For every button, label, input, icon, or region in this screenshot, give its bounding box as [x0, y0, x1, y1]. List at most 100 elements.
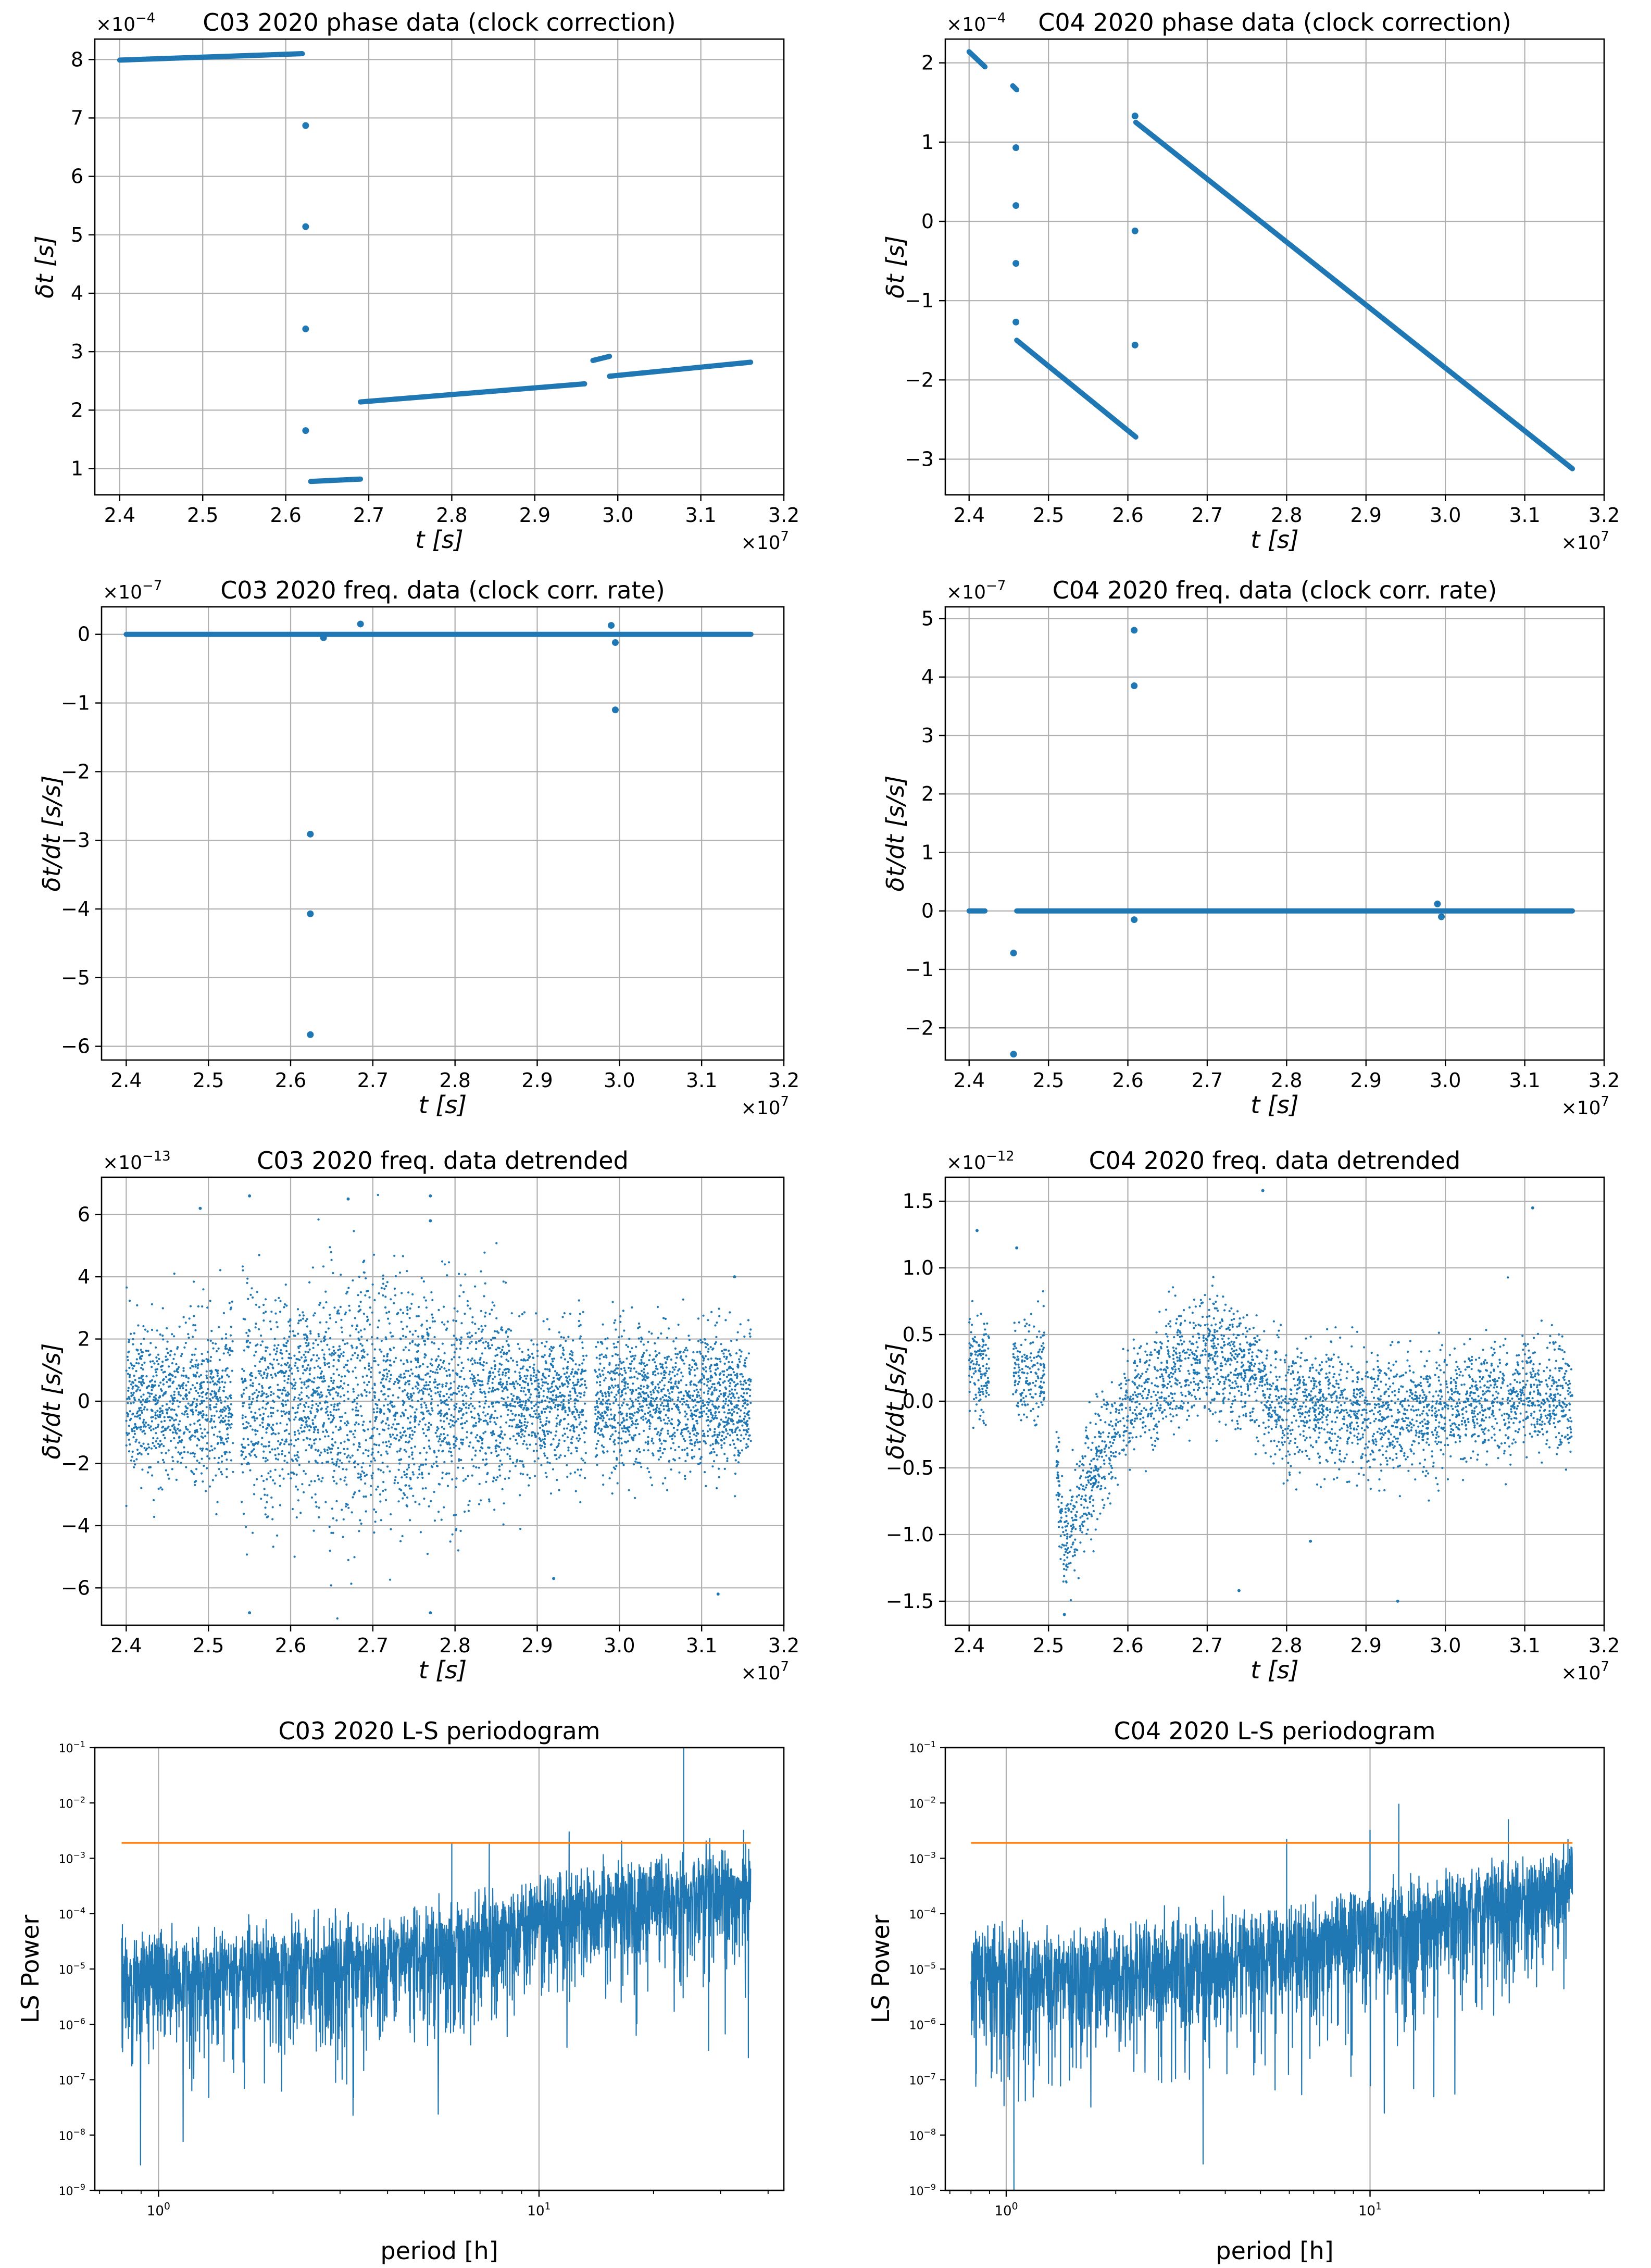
chart-title: C03 2020 phase data (clock correction) [203, 8, 676, 36]
chart-c04-phase: 2.4 2.5 2.6 2.7 2.8 2.9 3.0 3.1 3.2 −3 −2 −1 0 1 2 C04 … [881, 8, 1620, 554]
y-offset-label: ×10−12 [946, 1149, 1015, 1174]
y-tick-label: 3 [921, 724, 934, 747]
y-tick-label: 2 [78, 1328, 90, 1351]
x-tick-label: 100 [994, 2201, 1018, 2219]
x-offset-label: ×107 [741, 1094, 789, 1119]
x-axis-label: t [s] [419, 1091, 467, 1119]
y-tick-label: 10−4 [909, 1905, 936, 1922]
data-point [1309, 1539, 1312, 1543]
x-tick-label: 2.4 [954, 504, 985, 527]
chart-title: C03 2020 L-S periodogram [279, 1717, 601, 1745]
data-point [1012, 260, 1020, 267]
data-point [1396, 1599, 1399, 1603]
series-segment-3 [1014, 338, 1139, 440]
x-tick-label: 2.6 [270, 504, 301, 527]
x-tick-label: 3.0 [604, 1069, 635, 1092]
x-axis-label: t [s] [419, 1656, 467, 1684]
x-tick-label: 2.5 [193, 1069, 224, 1092]
y-tick-label: −1 [905, 958, 934, 981]
y-tick-label: 10−4 [59, 1905, 85, 1922]
data [966, 627, 1575, 1058]
x-tick-label: 2.7 [357, 1069, 389, 1092]
x-tick-label: 2.7 [353, 504, 384, 527]
x-tick-label: 2.5 [1033, 1634, 1064, 1657]
y-tick-label: −5 [61, 966, 90, 989]
x-tick-label: 2.9 [1350, 1634, 1382, 1657]
data-point [302, 325, 309, 332]
data-point [733, 1275, 736, 1279]
y-tick-label: 10−6 [59, 2016, 85, 2032]
x-tick-label: 2.7 [1192, 504, 1223, 527]
chart-title: C04 2020 phase data (clock correction) [1038, 8, 1511, 36]
y-tick-label: −3 [61, 829, 90, 852]
y-tick-label: 5 [71, 223, 83, 246]
data-point [1131, 627, 1138, 634]
y-tick-label: −2 [905, 1016, 934, 1039]
x-tick-label: 101 [527, 2201, 551, 2219]
x-tick-label: 3.1 [686, 1069, 717, 1092]
x-tick-label: 3.1 [1509, 504, 1540, 527]
y-tick-label: −2 [61, 760, 90, 783]
grid [95, 39, 785, 495]
x-tick-label: 2.6 [275, 1634, 306, 1657]
data [125, 1193, 752, 1620]
y-tick-label: 4 [921, 666, 934, 689]
y-tick-label: −2 [905, 368, 934, 391]
ticks: 2.4 2.5 2.6 2.7 2.8 2.9 3.0 3.1 3.2 −6 −4 −2 0 2 4 6 [61, 1203, 799, 1657]
x-tick-label: 2.8 [1271, 504, 1302, 527]
chart-title: C04 2020 freq. data detrended [1089, 1147, 1461, 1175]
x-tick-label: 3.1 [1509, 1069, 1540, 1092]
chart-title: C03 2020 freq. data detrended [257, 1147, 629, 1175]
y-tick-label: −1 [61, 692, 90, 715]
data-point [1012, 144, 1020, 151]
y-tick-label: 10−3 [909, 1850, 936, 1866]
x-axis-label: t [s] [1250, 1656, 1299, 1684]
plot-area [95, 39, 784, 495]
y-tick-label: 10−7 [909, 2072, 936, 2088]
data-point [1015, 1246, 1019, 1250]
x-tick-label: 2.4 [104, 504, 135, 527]
y-tick-label: −4 [61, 898, 90, 920]
y-tick-label: 10−5 [59, 1961, 85, 1977]
y-tick-label: 0 [921, 210, 934, 233]
y-tick-label: 5 [921, 607, 934, 630]
y-tick-label: 0.5 [903, 1323, 934, 1346]
y-axis-label: δt [s] [881, 235, 909, 298]
x-tick-label: 2.6 [1112, 504, 1143, 527]
data-point [1010, 950, 1017, 957]
data-point [552, 1577, 556, 1580]
grid [102, 1177, 785, 1625]
series-detrended [125, 1193, 752, 1620]
y-tick-label: 10−8 [59, 2127, 85, 2143]
x-tick-label: 100 [147, 2201, 170, 2219]
y-tick-label: 10−1 [909, 1739, 936, 1755]
ticks: 2.4 2.5 2.6 2.7 2.8 2.9 3.0 3.1 3.2 −1.5 −1.0 −0.5 0… [886, 1190, 1620, 1657]
chart-c03-detrended: 2.4 2.5 2.6 2.7 2.8 2.9 3.0 3.1 3.2 −6 −4 −2 0 2 4 6 C03… [37, 1147, 799, 1684]
x-tick-label: 2.4 [110, 1634, 142, 1657]
y-tick-label: 2 [71, 398, 83, 421]
x-offset-label: ×107 [1561, 529, 1609, 554]
data-point [975, 1229, 979, 1232]
plot-frame [101, 1176, 785, 1626]
y-tick-label: 1.5 [903, 1190, 934, 1213]
chart-title: C04 2020 L-S periodogram [1114, 1717, 1436, 1745]
data-point [1237, 1589, 1241, 1592]
x-offset-label: ×107 [741, 1659, 789, 1684]
series-ls-power [970, 1803, 1573, 2190]
chart-c03-phase: 2.4 2.5 2.6 2.7 2.8 2.9 3.0 3.1 3.2 1 2 3 4 5 6 7 8 C03 2… [31, 8, 799, 554]
data-point [1261, 1189, 1265, 1192]
y-axis-label: δt/dt [s/s] [37, 776, 66, 892]
chart-c04-freq: 2.4 2.5 2.6 2.7 2.8 2.9 3.0 3.1 3.2 −2 −1 0 1 2 3 4 5 C04… [881, 576, 1620, 1119]
plot-frame [944, 38, 1605, 496]
y-tick-label: −0.5 [886, 1456, 934, 1479]
series-segment-1 [966, 49, 988, 70]
x-offset-label: ×107 [741, 529, 789, 554]
data-point [1434, 900, 1441, 907]
x-tick-label: 2.8 [436, 504, 467, 527]
x-tick-label: 3.0 [1430, 504, 1461, 527]
y-offset-label: ×10−13 [103, 1149, 171, 1174]
y-tick-label: 3 [71, 340, 83, 363]
data-point [429, 1219, 432, 1223]
data-point [320, 634, 327, 641]
plot-area [945, 39, 1604, 495]
